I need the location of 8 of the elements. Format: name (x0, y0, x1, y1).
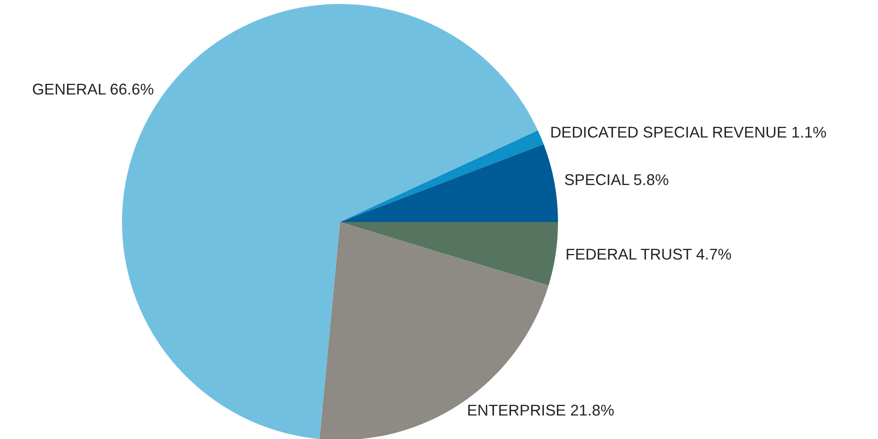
slice-label: GENERAL 66.6% (32, 81, 154, 98)
slice-label: ENTERPRISE 21.8% (466, 402, 614, 420)
slice-label: FEDERAL TRUST 4.7% (566, 246, 732, 264)
pie-slice (340, 144, 558, 222)
pie-slice (340, 222, 558, 286)
slice-label: DEDICATED SPECIAL REVENUE 1.1% (550, 124, 827, 142)
slice-label: SPECIAL 5.8% (564, 172, 669, 189)
pie-slice (340, 130, 544, 222)
